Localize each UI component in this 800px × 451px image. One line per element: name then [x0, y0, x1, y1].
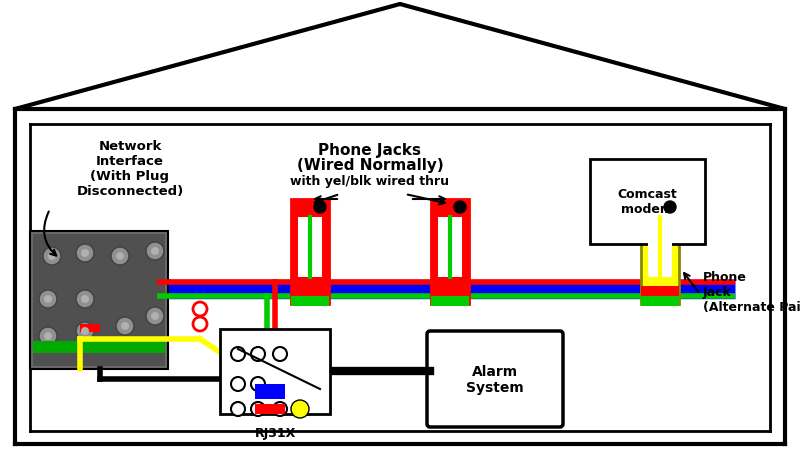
Circle shape	[39, 327, 57, 345]
Circle shape	[251, 402, 265, 416]
Bar	[33, 341, 165, 353]
Text: (Wired Normally): (Wired Normally)	[297, 158, 443, 173]
Circle shape	[39, 290, 57, 308]
Bar	[431, 286, 469, 296]
Circle shape	[193, 302, 207, 316]
Circle shape	[231, 377, 245, 391]
Bar	[255, 404, 285, 414]
Bar	[590, 160, 705, 244]
Bar	[291, 296, 329, 306]
Bar	[80, 324, 100, 332]
Circle shape	[121, 322, 129, 330]
Circle shape	[76, 322, 94, 340]
Text: Network
Interface
(With Plug
Disconnected): Network Interface (With Plug Disconnecte…	[76, 140, 184, 198]
Bar	[641, 296, 679, 306]
Circle shape	[111, 248, 129, 265]
Bar	[255, 384, 285, 399]
Text: Phone
Jack
(Alternate Pair): Phone Jack (Alternate Pair)	[703, 271, 800, 314]
Circle shape	[81, 295, 89, 304]
Circle shape	[81, 327, 89, 335]
Bar	[438, 217, 462, 277]
Circle shape	[116, 318, 134, 335]
Bar	[33, 235, 165, 366]
Bar	[30, 231, 168, 369]
Circle shape	[76, 290, 94, 308]
Circle shape	[193, 318, 207, 331]
Bar	[431, 199, 469, 304]
Circle shape	[81, 249, 89, 258]
Bar	[648, 217, 672, 277]
Circle shape	[273, 402, 287, 416]
Bar	[220, 329, 330, 414]
Circle shape	[43, 248, 61, 265]
Bar	[641, 286, 679, 296]
Circle shape	[273, 347, 287, 361]
Bar	[291, 286, 329, 296]
Text: RJ31X: RJ31X	[254, 426, 296, 439]
Circle shape	[76, 244, 94, 262]
Circle shape	[116, 253, 124, 260]
Circle shape	[44, 332, 52, 340]
Circle shape	[291, 400, 309, 418]
Text: Comcast
modem: Comcast modem	[617, 188, 677, 216]
Text: Phone Jacks: Phone Jacks	[318, 143, 422, 158]
Bar	[641, 199, 679, 304]
Circle shape	[146, 243, 164, 260]
Circle shape	[231, 402, 245, 416]
Circle shape	[454, 202, 466, 213]
Circle shape	[664, 202, 676, 213]
Text: with yel/blk wired thru: with yel/blk wired thru	[290, 175, 450, 188]
Circle shape	[146, 307, 164, 325]
Circle shape	[151, 312, 159, 320]
Bar	[291, 199, 329, 304]
Bar	[298, 217, 322, 277]
Circle shape	[251, 347, 265, 361]
Text: Alarm
System: Alarm System	[466, 364, 524, 394]
FancyBboxPatch shape	[427, 331, 563, 427]
Circle shape	[44, 295, 52, 304]
Circle shape	[251, 377, 265, 391]
Circle shape	[314, 202, 326, 213]
Bar	[431, 296, 469, 306]
Circle shape	[151, 248, 159, 255]
Circle shape	[48, 253, 56, 260]
Circle shape	[231, 347, 245, 361]
